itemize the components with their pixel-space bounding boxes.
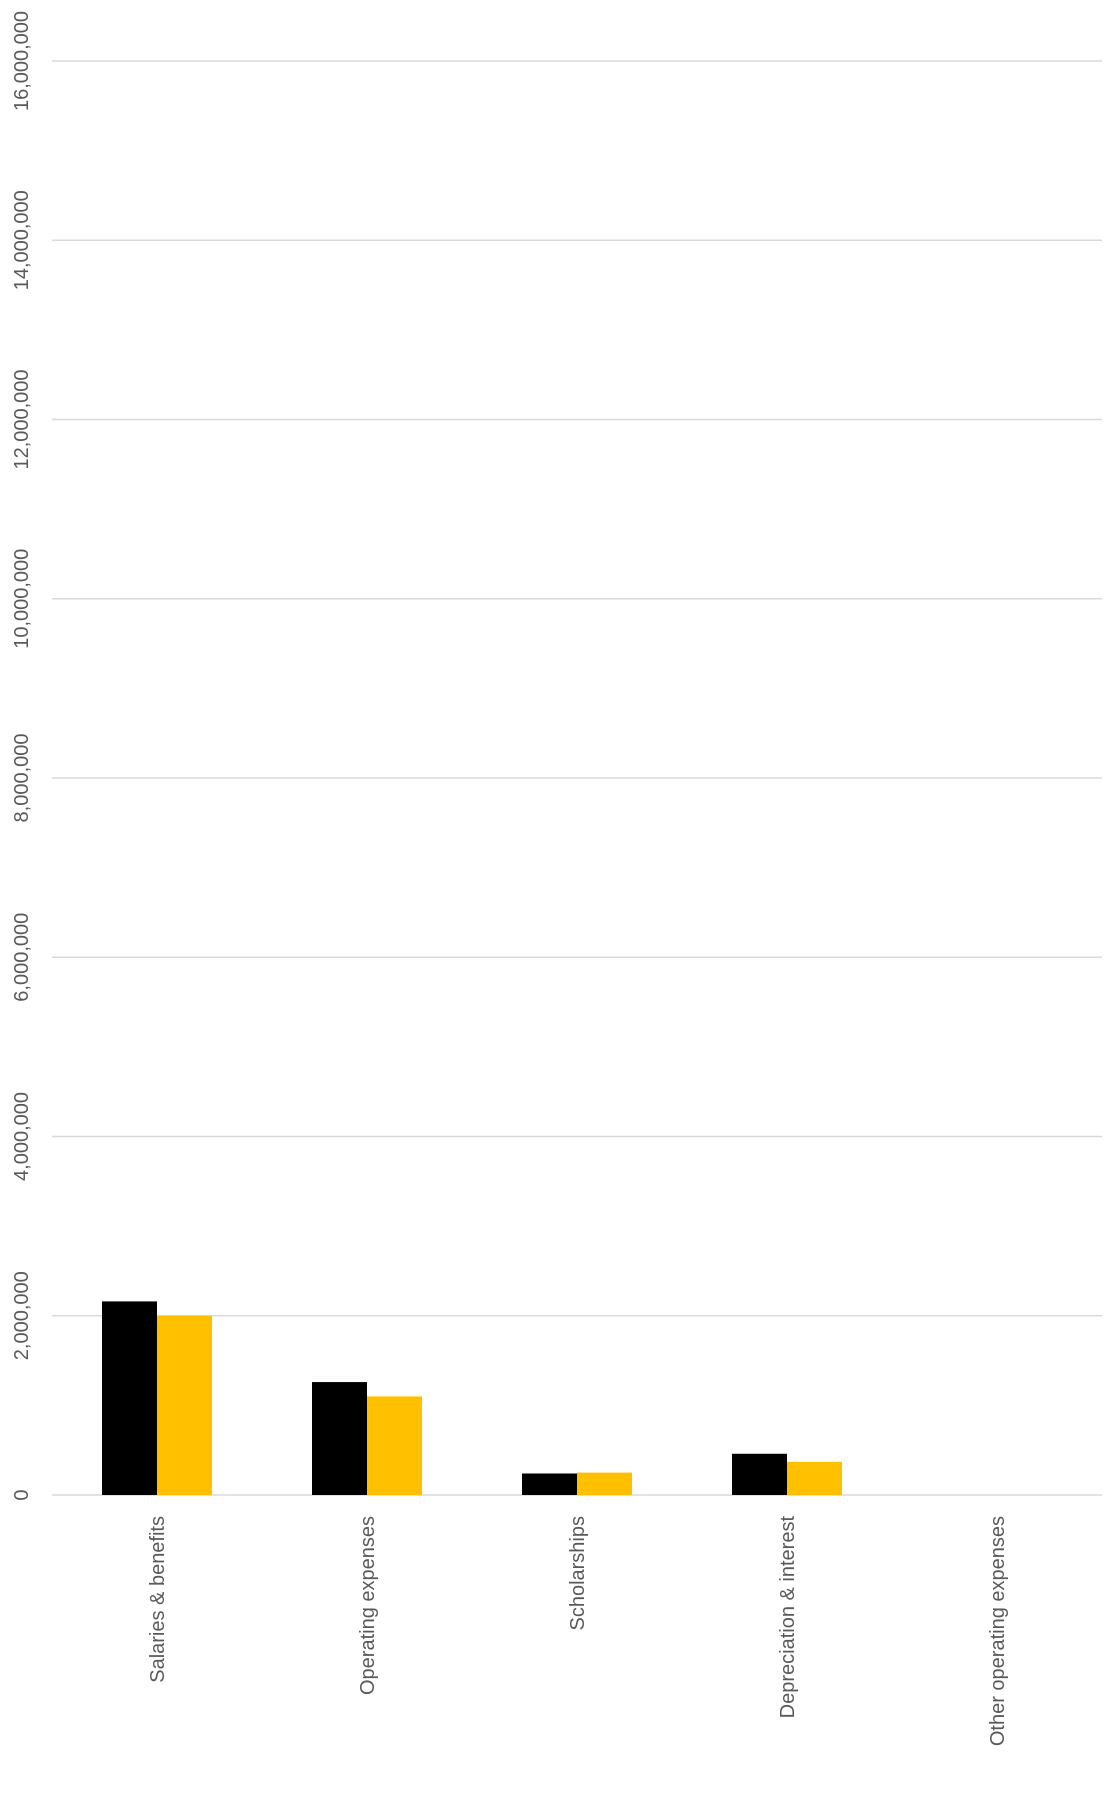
bar	[157, 1315, 212, 1495]
bar	[787, 1461, 842, 1495]
bar	[367, 1396, 422, 1495]
bars	[102, 1301, 842, 1495]
x-axis-category-labels: Salaries & benefits Operating expenses Sch…	[147, 1516, 1009, 1747]
y-axis-tick-labels: 0 2,000,000 4,000,000 6,000,000 8,000,000 10,…	[11, 11, 33, 1501]
y-tick-label: 2,000,000	[11, 1271, 33, 1360]
y-tick-label: 16,000,000	[11, 11, 33, 111]
bar	[312, 1382, 367, 1495]
y-tick-label: 6,000,000	[11, 913, 33, 1002]
y-tick-label: 8,000,000	[11, 734, 33, 823]
x-category-label: Other operating expenses	[987, 1516, 1009, 1746]
y-tick-label: 10,000,000	[11, 549, 33, 649]
gridlines	[52, 60, 1102, 1496]
x-category-label: Scholarships	[567, 1516, 589, 1631]
x-category-label: Operating expenses	[357, 1516, 379, 1695]
x-category-label: Salaries & benefits	[147, 1516, 169, 1683]
y-tick-label: 12,000,000	[11, 369, 33, 469]
bar	[522, 1473, 577, 1495]
bar	[577, 1472, 632, 1495]
y-tick-label: 4,000,000	[11, 1092, 33, 1181]
x-category-label: Depreciation & interest	[777, 1516, 799, 1719]
y-tick-label: 0	[11, 1489, 33, 1500]
y-tick-label: 14,000,000	[11, 190, 33, 290]
bar	[732, 1453, 787, 1495]
bar	[102, 1301, 157, 1495]
